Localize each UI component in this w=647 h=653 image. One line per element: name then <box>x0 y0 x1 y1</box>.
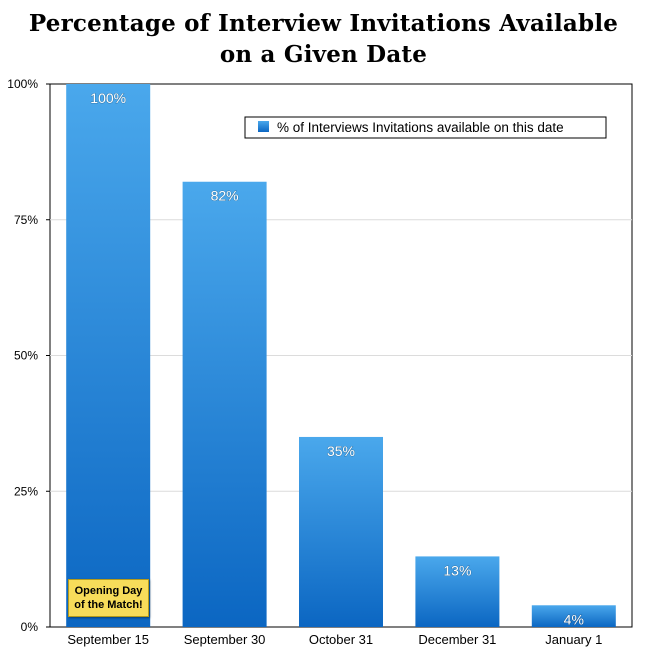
bar-value-label: 35% <box>327 443 355 459</box>
y-tick-label: 50% <box>14 349 38 363</box>
bar-value-label: 100% <box>90 90 126 106</box>
bar <box>531 605 616 627</box>
x-category-label: January 1 <box>545 632 602 647</box>
chart-title: Percentage of Interview Invitations Avai… <box>0 8 647 70</box>
bar-value-label: 82% <box>211 188 239 204</box>
y-axis-ticks: 0% 25% 50% 75% 100% <box>7 77 50 634</box>
x-category-label: September 30 <box>184 632 266 647</box>
bar-value-label: 13% <box>443 562 471 578</box>
x-category-label: September 15 <box>67 632 149 647</box>
bar <box>415 556 500 627</box>
bars: 100% 82% 35% 13% 4% <box>66 84 616 628</box>
y-tick-label: 0% <box>21 620 39 634</box>
y-tick-label: 25% <box>14 484 38 498</box>
legend-label: % of Interviews Invitations available on… <box>277 120 564 135</box>
legend-box <box>244 116 607 139</box>
x-category-label: October 31 <box>309 632 373 647</box>
chart-title-line-2: on a Given Date <box>219 41 428 68</box>
bar <box>182 181 267 628</box>
x-category-label: December 31 <box>418 632 496 647</box>
legend: % of Interviews Invitations available on… <box>244 116 607 139</box>
x-axis-categories: September 15 September 30 October 31 Decemb… <box>67 632 602 647</box>
bar-value-label: 4% <box>564 611 584 627</box>
y-tick-label: 75% <box>14 213 38 227</box>
bar <box>66 84 151 627</box>
bar <box>299 436 383 627</box>
opening-day-note: Opening Day of the Match! <box>68 579 149 617</box>
opening-day-note-line-1: Opening Day <box>74 585 143 597</box>
opening-day-note-line-2: of the Match! <box>74 599 143 611</box>
y-tick-label: 100% <box>7 77 38 91</box>
chart-title-line-1: Percentage of Interview Invitations Avai… <box>28 10 619 37</box>
legend-swatch <box>258 121 269 132</box>
